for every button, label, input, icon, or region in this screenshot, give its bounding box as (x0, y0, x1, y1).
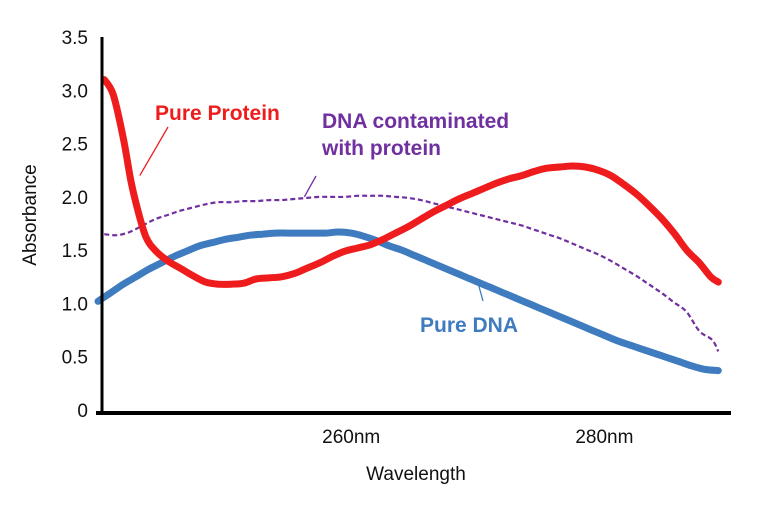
y-tick-label: 0.5 (62, 348, 88, 369)
x-axis-title: Wavelength (366, 464, 466, 485)
y-tick-label: 2.5 (62, 135, 88, 156)
series-line-pure-protein (100, 76, 722, 288)
y-tick-label: 3.5 (62, 28, 88, 49)
series-line-dna-contaminated-with-protein (104, 194, 720, 352)
series-label-dna-contaminated-with-protein: DNA contaminated with protein (321, 110, 509, 160)
y-tick-label: 3.0 (62, 81, 88, 102)
series-line-pure-dna (94, 228, 722, 375)
y-tick-label: 0 (77, 401, 88, 422)
y-tick-label: 2.0 (62, 188, 88, 209)
series-layer (94, 76, 722, 375)
x-tick-label: 280nm (575, 427, 633, 448)
x-axis-ticks: 260nm 280nm (322, 427, 633, 448)
callout-line-pure-dna (477, 281, 484, 302)
series-label-pure-dna: Pure DNA (420, 314, 518, 337)
callout-line-dna-contaminated-with-protein (303, 175, 317, 198)
annotation-layer: Pure Protein DNA contaminated with protein… (139, 102, 518, 337)
series-label-pure-protein: Pure Protein (155, 102, 280, 125)
x-tick-label: 260nm (322, 427, 380, 448)
y-axis-title: Absorbance (20, 164, 41, 265)
y-tick-label: 1.5 (62, 241, 88, 262)
y-axis-ticks: 0 0.5 1.0 1.5 2.0 2.5 3.0 3.5 (62, 28, 88, 422)
callout-line-pure-protein (139, 126, 169, 176)
y-tick-label: 1.0 (62, 294, 88, 315)
